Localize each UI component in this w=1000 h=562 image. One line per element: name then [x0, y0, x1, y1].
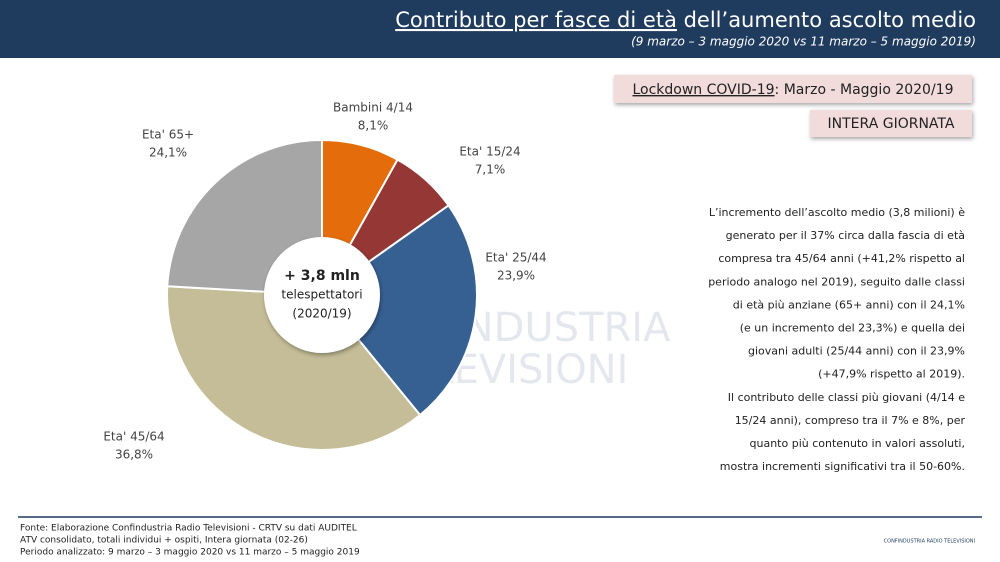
badge-text: Lockdown COVID-19: Marzo - Maggio 2020/1… [632, 82, 953, 98]
slice-label: Eta' 15/24 [459, 145, 520, 159]
badge-rest: : Marzo - Maggio 2020/19 [775, 82, 954, 98]
center-text: telespettatori [281, 288, 362, 302]
slice-label: Eta' 65+ [142, 128, 194, 142]
badge-underlined: Lockdown COVID-19 [632, 82, 774, 98]
slice-label: Eta' 25/44 [485, 251, 546, 265]
footer-line: Periodo analizzato: 9 marzo – 3 maggio 2… [20, 548, 360, 558]
slice-value: 8,1% [358, 119, 389, 133]
pie-slice [320, 204, 478, 417]
badge-box [614, 75, 972, 103]
period-box [810, 110, 972, 137]
footer: Fonte: Elaborazione Confindustria Radio … [20, 524, 360, 558]
slice-value: 36,8% [115, 448, 153, 462]
slice-label: Bambini 4/14 [333, 101, 413, 115]
footer-line: Fonte: Elaborazione Confindustria Radio … [20, 524, 357, 534]
paragraph-line: di età più anziane (65+ anni) con il 24,… [733, 298, 965, 311]
slice-value: 23,9% [497, 269, 535, 283]
donut-hole-inner [270, 243, 374, 347]
paragraph-line: (+47,9% rispetto al 2019). [818, 368, 965, 381]
pie-slice [166, 285, 422, 451]
footer-line: ATV consolidato, totali individui + ospi… [20, 536, 308, 546]
paragraph-line: 15/24 anni), compreso tra il 7% e 8%, pe… [735, 414, 966, 427]
title-rest: dell’aumento ascolto medio [677, 8, 976, 32]
pie-chart: Bambini 4/14 8,1% Eta' 15/24 7,1% Eta' 25/44… [103, 101, 546, 462]
paragraph-line: L’incremento dell’ascolto medio (3,8 mil… [709, 206, 965, 219]
paragraph-line: Il contributo delle classi più giovani (… [728, 391, 965, 404]
slice-value: 7,1% [475, 163, 506, 177]
title: Contributo per fasce di età dell’aumento… [395, 8, 976, 32]
paragraph-line: quanto più contenuto in valori assoluti, [750, 437, 966, 450]
header-bar [0, 0, 1000, 58]
paragraph-line: mostra incrementi significativi tra il 5… [720, 460, 965, 473]
paragraph-line: (e un incremento del 23,3%) e quella dei [740, 322, 965, 335]
logo: CONFINDUSTRIA RADIO TELEVISIONI [884, 539, 975, 545]
period-text: INTERA GIORNATA [828, 116, 955, 132]
paragraph-line: giovani adulti (25/44 anni) con il 23,9% [748, 345, 965, 358]
paragraph-line: compresa tra 45/64 anni (+41,2% rispetto… [718, 252, 965, 265]
center-text: (2020/19) [292, 307, 351, 321]
paragraph: L’incremento dell’ascolto medio (3,8 mil… [708, 206, 965, 473]
subtitle: (9 marzo – 3 maggio 2020 vs 11 marzo – 5… [631, 35, 976, 49]
center-text: + 3,8 mln [284, 268, 360, 284]
paragraph-line: generato per il 37% circa dalla fascia d… [726, 229, 965, 242]
slice-value: 24,1% [149, 146, 187, 160]
title-underlined: Contributo per fasce di età [395, 8, 677, 32]
paragraph-line: periodo analogo nel 2019), seguito dalle… [708, 275, 965, 288]
slice-label: Eta' 45/64 [103, 430, 164, 444]
